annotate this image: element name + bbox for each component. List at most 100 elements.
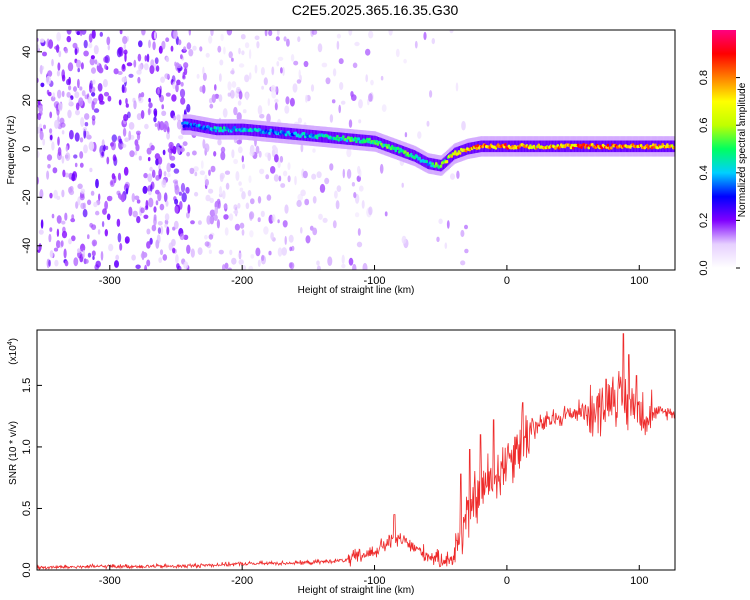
spectrogram-noise-cell xyxy=(121,84,125,93)
spectrogram-noise-cell xyxy=(117,232,122,243)
spectrogram-noise-cell xyxy=(180,54,183,60)
spectrogram-noise-cell xyxy=(245,202,250,210)
spectrogram-noise-cell xyxy=(42,138,46,146)
spectrogram-noise-cell xyxy=(197,247,203,256)
spectrogram-noise-cell xyxy=(228,51,233,59)
spectrogram-noise-cell xyxy=(290,54,295,62)
colorbar-gradient xyxy=(712,30,736,268)
spectrogram-noise-cell xyxy=(109,196,113,201)
spectrogram-noise-cell xyxy=(157,191,162,202)
spectrogram-ridge-core xyxy=(218,129,221,133)
spectrogram-noise-cell xyxy=(250,198,255,205)
spectrogram-noise-cell xyxy=(136,113,142,121)
spectrogram-noise-cell xyxy=(121,76,128,83)
spectrogram-noise-cell xyxy=(202,72,207,81)
spectrogram-noise-cell xyxy=(61,189,65,198)
spectrogram-noise-cell xyxy=(71,214,75,220)
spectrogram-ridge-core xyxy=(182,124,186,128)
spectrogram-noise-cell xyxy=(146,241,151,249)
spectrogram-noise-cell xyxy=(98,67,104,74)
spectrogram-noise-cell xyxy=(438,218,443,225)
spectrogram-noise-cell xyxy=(329,163,334,171)
spectrogram-noise-cell xyxy=(305,235,311,244)
spectrogram-ridge-band xyxy=(233,123,236,136)
spectrogram-noise-cell xyxy=(460,229,465,238)
spectrogram-noise-cell xyxy=(114,260,119,268)
spectrogram-noise-cell xyxy=(300,227,303,234)
spectrogram-noise-cell xyxy=(83,129,87,139)
spectrogram-noise-cell xyxy=(57,89,62,99)
spectrogram-ridge-core xyxy=(537,143,541,147)
spectrogram-ridge-core xyxy=(433,164,437,168)
spectrogram-noise-cell xyxy=(76,59,82,69)
spectrogram-noise-cell xyxy=(117,172,122,181)
spectrogram-noise-cell xyxy=(223,214,229,220)
snr-x-tick-label: 100 xyxy=(630,575,648,587)
spectrogram-noise-cell xyxy=(141,30,146,36)
spectrogram-noise-cell xyxy=(334,190,338,199)
spectrogram-noise-cell xyxy=(124,137,130,142)
spectrogram-noise-cell xyxy=(179,88,186,98)
spectrogram-noise-cell xyxy=(84,94,89,100)
spectrogram-noise-cell xyxy=(180,81,184,87)
spectrogram-noise-cell xyxy=(87,252,92,258)
spectrogram-ridge-band xyxy=(183,118,186,131)
spectrogram-ridge-core xyxy=(334,137,338,141)
spectrogram-noise-cell xyxy=(68,189,75,196)
spectrogram-ridge-core xyxy=(571,146,575,150)
spectrogram-noise-cell xyxy=(53,247,59,252)
spectrogram-noise-cell xyxy=(242,109,247,114)
spectrogram-noise-cell xyxy=(222,190,226,200)
spectrogram-noise-cell xyxy=(219,59,224,66)
spectrogram-noise-cell xyxy=(321,62,328,68)
spectrogram-noise-cell xyxy=(70,218,76,223)
spectrogram-noise-cell xyxy=(90,55,95,60)
spectrogram-noise-cell xyxy=(119,30,123,35)
spectrogram-noise-cell xyxy=(132,210,138,218)
spectrogram-noise-cell xyxy=(143,172,148,179)
spectrogram-noise-cell xyxy=(84,113,90,120)
spectrogram-noise-cell xyxy=(162,149,166,156)
spectrogram-ridge-band xyxy=(449,151,451,164)
spectrogram-noise-cell xyxy=(142,185,148,194)
spectrogram-noise-cell xyxy=(187,204,191,214)
spectrogram-noise-cell xyxy=(214,84,217,91)
spectrogram-noise-cell xyxy=(190,220,195,225)
spectrogram-ridge-band xyxy=(434,158,436,171)
spectrogram-noise-cell xyxy=(79,86,83,91)
spectrogram-ridge-band xyxy=(460,145,462,158)
spectrogram-noise-cell xyxy=(106,156,110,165)
spectrogram-noise-cell xyxy=(298,69,301,79)
spectrogram-noise-cell xyxy=(231,257,237,265)
spectrogram-noise-cell xyxy=(146,259,151,267)
spectrogram-noise-cell xyxy=(176,63,182,69)
spectrogram-noise-cell xyxy=(74,162,78,168)
spectrogram-noise-cell xyxy=(282,170,288,177)
spectrogram-noise-cell xyxy=(66,30,72,35)
spectrogram-ridge-core xyxy=(353,136,357,140)
spectrogram-noise-cell xyxy=(296,79,302,84)
spectrogram-noise-cell xyxy=(286,38,290,47)
spectrogram-noise-cell xyxy=(423,31,427,41)
spectrogram-noise-cell xyxy=(161,104,164,110)
spectrogram-noise-cell xyxy=(153,108,158,116)
spectrogram-noise-cell xyxy=(91,239,98,247)
spectrogram-noise-cell xyxy=(101,221,105,228)
spectrogram-ridge-core xyxy=(645,143,649,148)
spectrogram-noise-cell xyxy=(51,213,55,219)
spectrogram-noise-cell xyxy=(46,170,50,180)
spectrogram-noise-cell xyxy=(124,52,127,62)
spectrogram-noise-cell xyxy=(208,35,213,44)
spectrogram-noise-cell xyxy=(153,206,157,213)
spectrogram-noise-cell xyxy=(222,108,228,118)
spectrogram-ridge-core xyxy=(610,146,613,150)
spectrogram-noise-cell xyxy=(121,143,127,148)
spectrogram-noise-cell xyxy=(64,47,69,54)
spectrogram-noise-cell xyxy=(105,145,109,150)
spectrogram-noise-cell xyxy=(74,48,78,56)
spectrogram-noise-cell xyxy=(38,243,42,251)
spectrogram-noise-cell xyxy=(82,209,88,218)
spectrogram-noise-cell xyxy=(324,177,330,185)
spectrogram-noise-cell xyxy=(231,149,235,159)
